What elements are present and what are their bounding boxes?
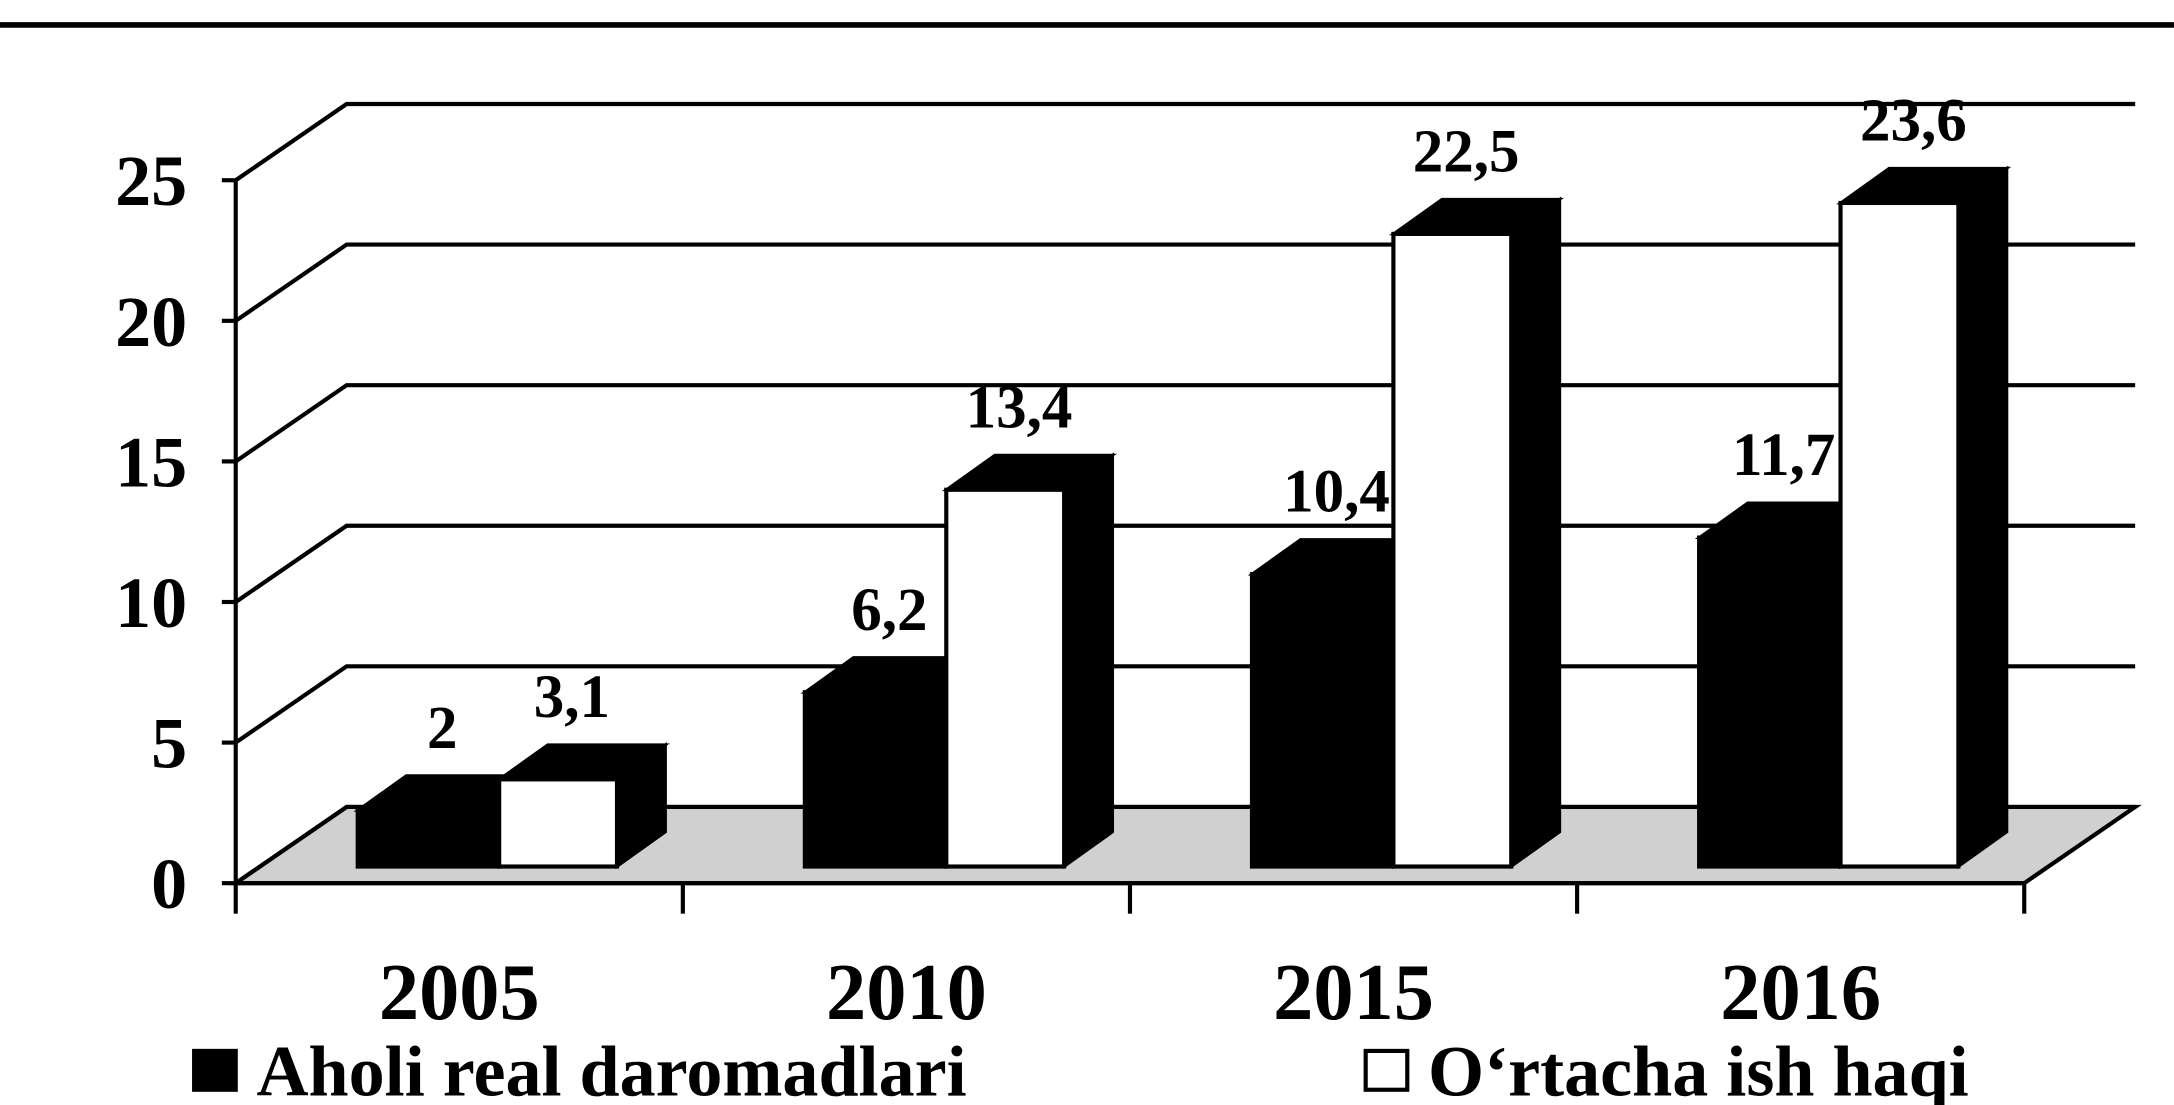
y-tick-label: 25 xyxy=(115,141,187,221)
bar xyxy=(944,487,1067,869)
bar xyxy=(1697,535,1843,869)
legend-swatch xyxy=(192,1048,238,1092)
y-tick-label: 10 xyxy=(115,563,187,643)
value-label: 11,7 xyxy=(1732,422,1835,489)
y-tick-label: 20 xyxy=(115,282,187,362)
x-tick-label: 2005 xyxy=(379,948,540,1037)
value-label: 13,4 xyxy=(966,374,1073,441)
bar xyxy=(1838,200,1961,869)
value-label: 3,1 xyxy=(534,664,610,731)
legend-label: O‘rtacha ish haqi xyxy=(1428,1031,1969,1105)
bar xyxy=(497,777,620,869)
value-label: 22,5 xyxy=(1413,119,1520,186)
bar xyxy=(355,808,502,869)
value-label: 10,4 xyxy=(1283,459,1390,526)
bar xyxy=(1391,231,1514,869)
y-tick-label: 5 xyxy=(151,704,187,784)
x-tick-label: 2010 xyxy=(826,948,987,1037)
bar-side xyxy=(1062,452,1115,870)
grid-line xyxy=(234,101,2136,182)
y-tick-label: 15 xyxy=(115,422,187,502)
bar xyxy=(802,690,949,869)
value-label: 6,2 xyxy=(851,577,927,644)
legend-label: Aholi real daromadlari xyxy=(257,1031,967,1105)
y-tick-label: 0 xyxy=(151,844,187,924)
value-label: 23,6 xyxy=(1860,88,1967,155)
x-tick-label: 2016 xyxy=(1720,948,1881,1037)
bar xyxy=(1249,572,1396,869)
x-tick-label: 2015 xyxy=(1273,948,1434,1037)
bar-side xyxy=(1956,165,2009,870)
legend-swatch xyxy=(1363,1048,1410,1092)
bar-side xyxy=(1509,196,1562,870)
value-label: 2 xyxy=(427,695,458,762)
